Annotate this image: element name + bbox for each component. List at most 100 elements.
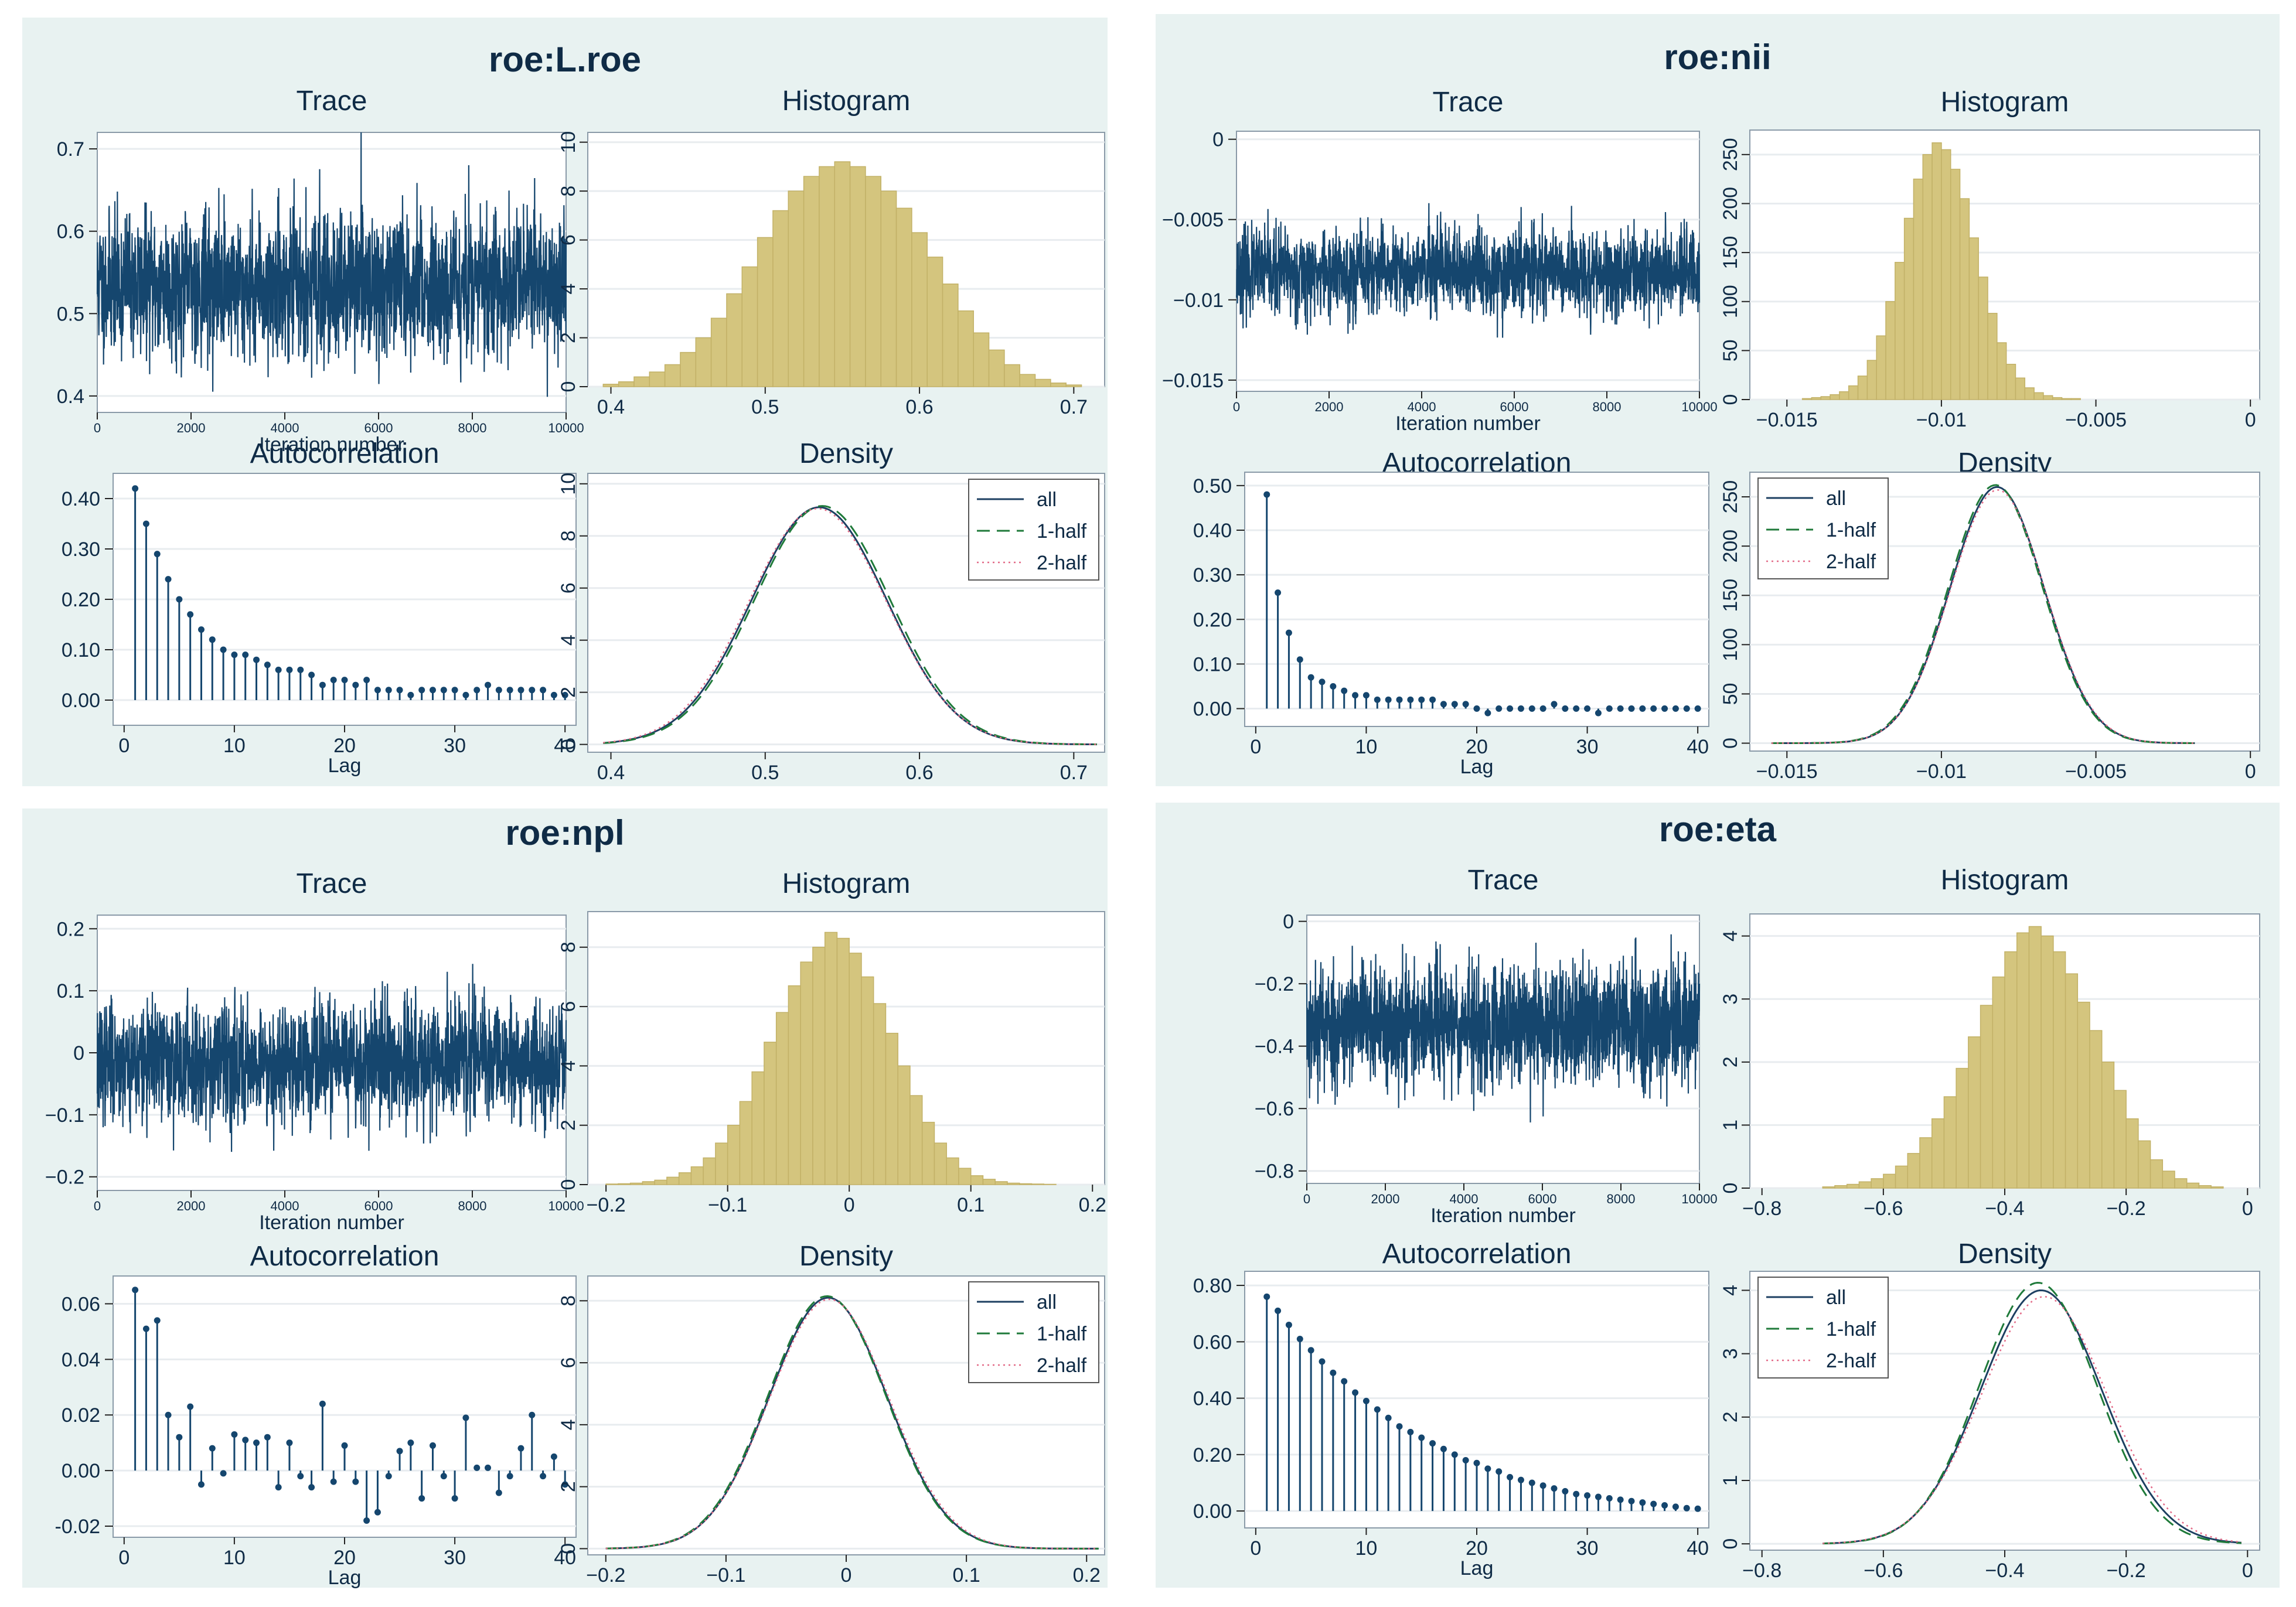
panel-title: roe:L.roe [489, 40, 641, 79]
trace-xtick-label: 4000 [1450, 1192, 1479, 1206]
autocorrelation-point [1539, 1482, 1546, 1489]
histogram-bar [2198, 1185, 2212, 1189]
autocorrelation-point [1407, 1428, 1414, 1435]
autocorrelation-point [297, 666, 304, 673]
density-xtick-label: 0.1 [952, 1564, 980, 1586]
autocorrelation-point [396, 1448, 403, 1455]
histogram-bar [2174, 1178, 2188, 1189]
histogram-bar [2065, 973, 2079, 1189]
density-2-half-line [1823, 1296, 2242, 1544]
autocorrelation-title: Autocorrelation [250, 1241, 440, 1272]
autocorrelation-xtick-label: 20 [1466, 1537, 1488, 1560]
autocorrelation-point [1352, 692, 1359, 699]
histogram-ytick-label: 0 [1719, 1183, 1742, 1194]
autocorrelation-point [209, 636, 216, 643]
histogram-bar [666, 1176, 680, 1185]
autocorrelation-point [1275, 589, 1282, 596]
histogram-bar [1019, 374, 1036, 387]
histogram-ytick-label: 8 [557, 186, 580, 197]
autocorrelation-point [1263, 1293, 1270, 1300]
density-ytick-label: 8 [557, 1295, 580, 1306]
autocorrelation-point [1517, 1476, 1524, 1483]
histogram-xtick-label: −0.4 [1985, 1197, 2024, 1220]
histogram-bar [1913, 178, 1924, 400]
autocorrelation-point [1451, 1451, 1458, 1458]
histogram-bar [994, 1181, 1008, 1185]
legend-label: 2-half [1826, 1350, 1876, 1372]
autocorrelation-point [1296, 1336, 1303, 1343]
histogram-bar [2005, 364, 2016, 400]
histogram-ytick-label: 8 [557, 941, 580, 953]
density-ytick-label: 10 [557, 473, 580, 495]
autocorrelation-point [1551, 1485, 1558, 1492]
autocorrelation-point [231, 1431, 238, 1438]
histogram-bar [618, 381, 635, 387]
autocorrelation-point [1528, 705, 1535, 712]
autocorrelation-point [220, 646, 227, 653]
histogram-bar [1883, 1173, 1896, 1189]
density-legend: all 1-half 2-half [1757, 477, 1889, 579]
histogram-xtick-label: 0.2 [1079, 1194, 1106, 1216]
autocorrelation-ytick-label: 0.10 [1193, 653, 1232, 675]
autocorrelation-point [1672, 705, 1679, 712]
autocorrelation-point [1528, 1479, 1535, 1486]
autocorrelation-point [529, 1411, 536, 1418]
autocorrelation-point [506, 687, 513, 694]
autocorrelation-point [253, 656, 260, 663]
histogram-bar [2149, 1159, 2164, 1189]
histogram-bar [1959, 198, 1970, 400]
autocorrelation-ytick-label: 0.30 [1193, 564, 1232, 586]
autocorrelation-plot-area [113, 1275, 577, 1538]
histogram-bar [2053, 951, 2066, 1189]
histogram-bar [2028, 926, 2042, 1189]
autocorrelation-xtick-label: 30 [444, 1547, 466, 1569]
trace-ytick-label: −0.8 [1255, 1161, 1294, 1183]
autocorrelation-point [176, 596, 183, 603]
autocorrelation-point [418, 687, 425, 694]
density-legend: all 1-half 2-half [1757, 1277, 1889, 1379]
autocorrelation-point [132, 1287, 139, 1294]
autocorrelation-xtick-label: 40 [1687, 1537, 1709, 1560]
autocorrelation-point [1551, 701, 1558, 708]
histogram-bar [1031, 1183, 1044, 1185]
density-ytick-label: 200 [1719, 530, 1742, 563]
histogram-bar [2040, 935, 2054, 1189]
autocorrelation-point [253, 1439, 260, 1446]
legend-label: 1-half [1826, 519, 1876, 541]
autocorrelation-point [197, 1481, 205, 1488]
autocorrelation-ytick-label: 0.80 [1193, 1275, 1232, 1297]
histogram-bar [757, 237, 774, 387]
autocorrelation-point [1307, 674, 1314, 681]
density-xtick-label: 0.4 [597, 762, 625, 784]
histogram-ytick-label: 0 [557, 1179, 580, 1190]
trace-xtick-label: 6000 [1500, 400, 1529, 414]
histogram-ytick-label: 10 [557, 131, 580, 153]
histogram-ytick-label: 4 [1719, 930, 1742, 941]
histogram-bar [1903, 217, 1915, 400]
histogram-bar [751, 1071, 765, 1185]
histogram-xtick-label: 0.6 [905, 396, 933, 418]
autocorrelation-point [1562, 705, 1569, 712]
autocorrelation-xtick-label: 40 [1687, 736, 1709, 758]
histogram-bar [946, 1157, 959, 1185]
legend-box [1757, 477, 1889, 579]
autocorrelation-ytick-label: 0.60 [1193, 1331, 1232, 1353]
histogram-bar [703, 1157, 716, 1185]
histogram-bar [897, 1065, 911, 1185]
histogram-bar [958, 310, 974, 387]
autocorrelation-point [1672, 1503, 1679, 1510]
autocorrelation-point [330, 1478, 337, 1485]
trace-ytick-label: −0.4 [1255, 1036, 1294, 1058]
histogram-title: Histogram [1941, 865, 2069, 896]
histogram-xtick-label: −0.005 [2065, 409, 2127, 431]
autocorrelation-point [1606, 705, 1613, 712]
density-ytick-label: 4 [1719, 1285, 1742, 1296]
autocorrelation-point [176, 1434, 183, 1441]
autocorrelation-point [1628, 1497, 1635, 1504]
histogram-bar [942, 283, 959, 387]
autocorrelation-title: Autocorrelation [250, 438, 440, 469]
autocorrelation-point [165, 1411, 172, 1418]
density-ytick-label: 4 [557, 1419, 580, 1430]
